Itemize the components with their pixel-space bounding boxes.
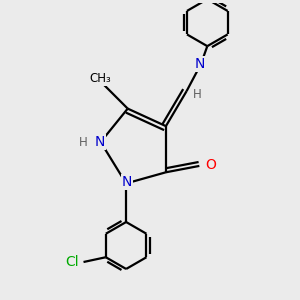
Text: H: H <box>194 88 202 101</box>
Text: H: H <box>79 136 88 148</box>
Text: N: N <box>122 175 132 189</box>
Text: CH₃: CH₃ <box>90 72 112 85</box>
Text: Cl: Cl <box>66 255 79 269</box>
Text: N: N <box>95 135 105 149</box>
Text: O: O <box>205 158 216 172</box>
Text: N: N <box>195 57 205 71</box>
